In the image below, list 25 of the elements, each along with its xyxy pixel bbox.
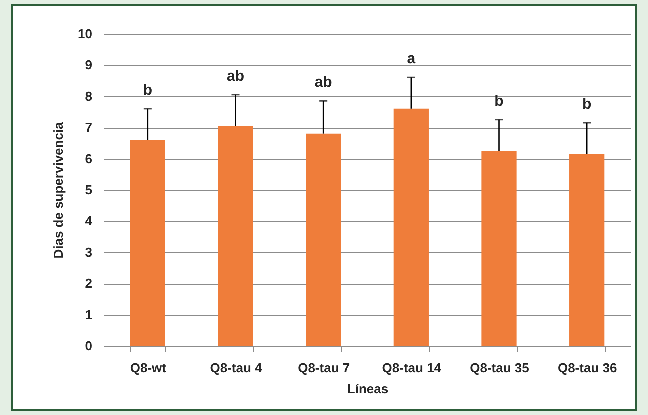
x-tick-label: Q8-tau 4 xyxy=(210,360,264,376)
x-tick-label: Q8-tau 7 xyxy=(298,360,350,376)
y-tick-label: 10 xyxy=(78,26,92,42)
y-tick-label: 3 xyxy=(85,244,92,260)
x-tick-label: Q8-tau 35 xyxy=(470,360,530,376)
y-tick-label: 4 xyxy=(85,214,94,229)
x-tick-label: Q8-tau 36 xyxy=(558,360,618,376)
y-tick-label: 2 xyxy=(85,276,92,292)
y-tick-label: 9 xyxy=(85,58,92,73)
x-tick-label: Q8-tau 14 xyxy=(382,360,442,376)
annotation: b xyxy=(582,96,592,113)
y-axis-title: Dias de supervivencia xyxy=(51,121,66,259)
x-tick-label: Q8-wt xyxy=(130,360,168,376)
y-tick-label: 7 xyxy=(85,120,92,136)
y-tick-label: 6 xyxy=(85,151,92,166)
annotation: b xyxy=(143,82,153,99)
y-tick-label: 0 xyxy=(85,338,92,354)
y-tick-label: 8 xyxy=(85,88,92,104)
x-axis-title: Líneas xyxy=(347,382,389,396)
y-tick-label: 1 xyxy=(85,307,92,322)
y-tick-label: 5 xyxy=(85,182,92,198)
annotation: ab xyxy=(314,74,332,92)
annotation: ab xyxy=(226,68,245,85)
annotation: a xyxy=(407,50,416,68)
annotation: b xyxy=(494,92,504,110)
